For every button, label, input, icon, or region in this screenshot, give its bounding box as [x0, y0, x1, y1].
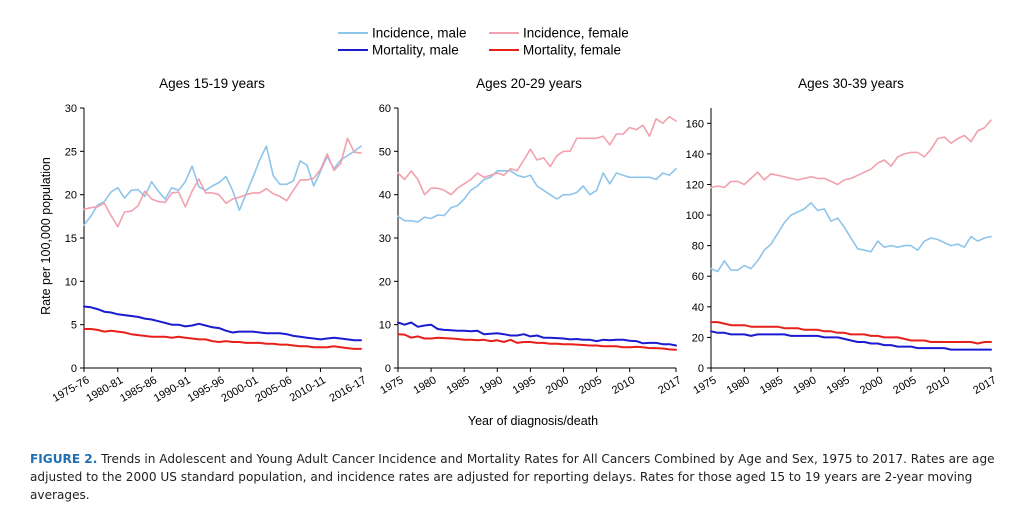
x-axis-label: Year of diagnosis/death	[468, 414, 598, 428]
y-tick-label: 80	[692, 241, 704, 253]
legend: Incidence, male Incidence, female Mortal…	[338, 26, 629, 58]
x-tick-label: 2000-01	[219, 374, 260, 405]
legend-label-incidence-female: Incidence, female	[523, 26, 629, 41]
x-tick-label: 2010	[925, 374, 952, 397]
series-line-mortality-female	[710, 321, 992, 345]
x-tick-label: 1995	[511, 374, 538, 397]
x-tick-label: 2017	[971, 374, 998, 397]
series-line-mortality-female	[397, 333, 677, 351]
x-tick-label: 1980-81	[84, 374, 125, 405]
y-tick-label: 160	[686, 118, 704, 130]
figure-caption: FIGURE 2. Trends in Adolescent and Young…	[30, 450, 1005, 504]
series-line-incidence-male	[710, 202, 992, 273]
series-line-incidence-female	[397, 115, 677, 196]
y-tick-label: 30	[379, 233, 391, 245]
y-tick-label: 30	[65, 103, 77, 115]
x-tick-label: 1975	[691, 374, 718, 397]
x-tick-label: 1975-76	[51, 374, 92, 405]
series-line-mortality-male	[83, 305, 362, 342]
figure: Incidence, male Incidence, female Mortal…	[39, 26, 999, 429]
x-tick-label: 1990	[791, 374, 818, 397]
series-line-incidence-female	[710, 119, 992, 189]
y-tick-label: 50	[379, 146, 391, 158]
panel-title: Ages 20-29 years	[476, 76, 582, 91]
y-tick-label: 60	[379, 103, 391, 115]
series-line-incidence-female	[83, 137, 362, 228]
x-tick-label: 1985	[758, 374, 785, 397]
y-tick-label: 20	[692, 332, 704, 344]
x-tick-label: 1995-96	[186, 374, 227, 405]
series-line-mortality-male	[710, 330, 992, 351]
x-tick-label: 2000	[858, 374, 885, 397]
y-tick-label: 20	[65, 190, 77, 202]
y-tick-label: 100	[686, 210, 704, 222]
y-tick-label: 0	[71, 363, 77, 375]
x-tick-label: 2010-11	[288, 374, 328, 404]
x-tick-label: 2005	[577, 374, 604, 397]
y-tick-label: 60	[692, 271, 704, 283]
x-tick-label: 1990	[478, 374, 505, 397]
y-tick-label: 140	[686, 149, 704, 161]
panel-title: Ages 30-39 years	[798, 76, 904, 91]
y-tick-label: 0	[698, 363, 704, 375]
chart-panel-3: Ages 30-39 years 0 20 40 60 80 100 120 140 160 197…	[686, 76, 999, 397]
y-tick-label: 5	[71, 320, 77, 332]
y-axis-label: Rate per 100,000 population	[39, 157, 53, 315]
caption-text: Trends in Adolescent and Young Adult Can…	[30, 452, 995, 502]
x-tick-label: 2010	[610, 374, 637, 397]
x-tick-label: 1985	[444, 374, 471, 397]
x-tick-label: 1990-91	[152, 374, 193, 405]
series-line-mortality-male	[397, 321, 677, 347]
panel-title: Ages 15-19 years	[159, 76, 265, 91]
x-tick-label: 1980	[725, 374, 752, 397]
y-tick-label: 120	[686, 179, 704, 191]
y-tick-label: 10	[65, 276, 77, 288]
legend-label-mortality-female: Mortality, female	[523, 43, 621, 58]
y-tick-label: 0	[385, 363, 391, 375]
chart-panel-1: Ages 15-19 years 0 5 10 15 20 25 30 1975-761980-…	[51, 76, 369, 405]
series-line-mortality-female	[83, 328, 362, 350]
y-tick-label: 25	[65, 146, 77, 158]
y-tick-label: 20	[379, 276, 391, 288]
x-tick-label: 2005-06	[253, 374, 294, 405]
y-tick-label: 15	[65, 233, 77, 245]
x-tick-label: 1980	[411, 374, 438, 397]
series-line-incidence-male	[397, 167, 677, 223]
y-tick-label: 40	[692, 302, 704, 314]
legend-label-incidence-male: Incidence, male	[372, 26, 467, 41]
y-tick-label: 10	[379, 320, 391, 332]
x-tick-label: 2005	[891, 374, 918, 397]
y-tick-label: 40	[379, 190, 391, 202]
chart-panel-2: Ages 20-29 years 0 10 20 30 40 50 60 1975 1980 198…	[378, 76, 683, 397]
x-tick-label: 2016-17	[328, 374, 369, 405]
caption-lead: FIGURE 2.	[30, 452, 98, 466]
legend-label-mortality-male: Mortality, male	[372, 43, 459, 58]
x-tick-label: 1995	[825, 374, 852, 397]
x-tick-label: 1975	[378, 374, 405, 397]
x-tick-label: 2000	[544, 374, 571, 397]
series-line-incidence-male	[83, 145, 362, 226]
x-tick-label: 2017	[656, 374, 683, 397]
x-tick-label: 1985-86	[118, 374, 159, 405]
